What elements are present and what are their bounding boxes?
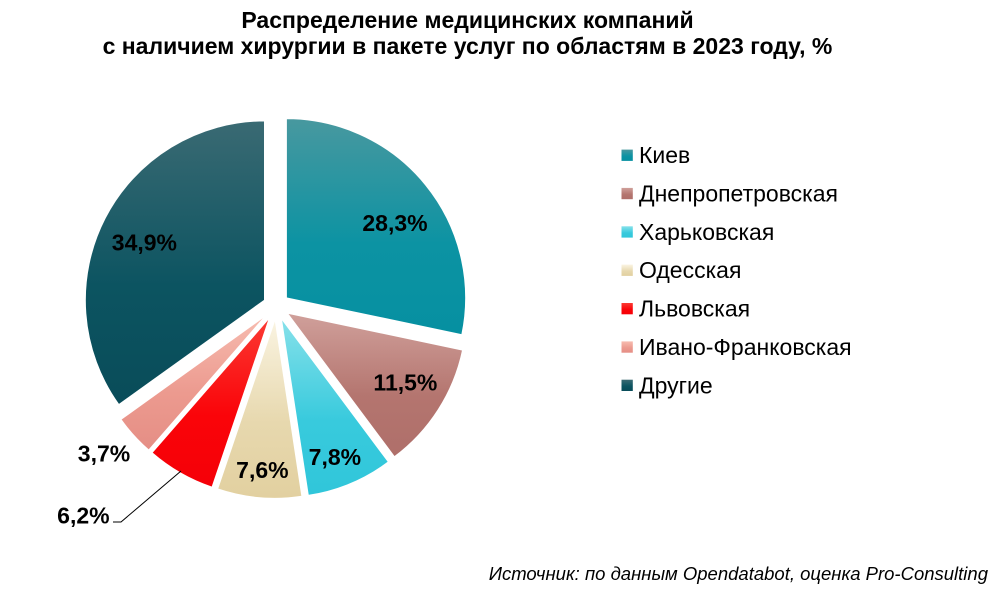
svg-text:11,5%: 11,5% [373,370,437,396]
svg-text:Одесская: Одесская [639,257,741,283]
svg-text:Киев: Киев [639,142,690,168]
svg-text:28,3%: 28,3% [362,210,427,236]
svg-text:7,8%: 7,8% [309,444,361,470]
svg-text:Другие: Другие [639,372,713,398]
svg-text:7,6%: 7,6% [236,457,288,483]
svg-text:Ивано-Франковская: Ивано-Франковская [639,334,852,360]
svg-text:34,9%: 34,9% [112,229,177,255]
svg-text:Днепропетровская: Днепропетровская [639,181,838,207]
svg-text:Харьковская: Харьковская [639,219,774,245]
svg-text:Львовская: Львовская [639,296,750,322]
svg-text:3,7%: 3,7% [78,441,130,467]
svg-text:6,2%: 6,2% [57,503,109,529]
